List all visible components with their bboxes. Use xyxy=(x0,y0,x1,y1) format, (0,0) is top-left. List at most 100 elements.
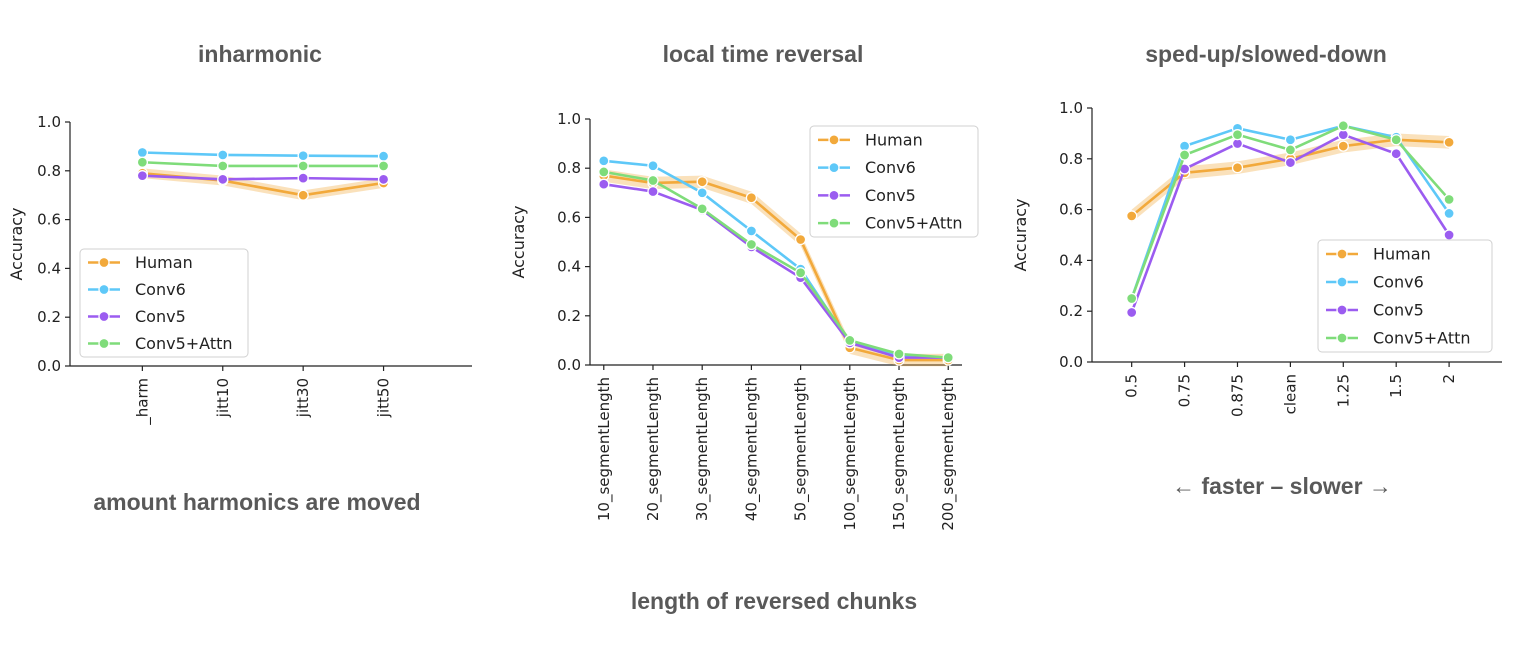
legend-label-conv6: Conv6 xyxy=(1373,273,1424,292)
legend-swatch-marker-conv5 xyxy=(98,310,110,323)
chart-panel-2: local time reversal length of reversed ch… xyxy=(509,41,979,614)
data-point-conv5-attn xyxy=(1443,193,1455,206)
chart-panel-3: sped-up/slowed-down ← faster – slower → 0.… xyxy=(1011,41,1502,499)
legend-swatch-marker-conv5 xyxy=(828,189,840,202)
data-point-conv5 xyxy=(136,170,149,182)
data-point-conv5-attn xyxy=(377,160,390,172)
y-tick-label: 0.8 xyxy=(1059,150,1083,168)
chart-title: sped-up/slowed-down xyxy=(1145,41,1387,67)
data-point-conv5-attn xyxy=(598,166,610,178)
data-point-conv5-attn xyxy=(1284,144,1297,156)
x-axis-description: amount harmonics are moved xyxy=(93,489,420,515)
x-tick-label: jitt10 xyxy=(214,378,232,418)
data-point-conv5 xyxy=(647,185,659,198)
legend-swatch-marker-conv6 xyxy=(828,161,840,174)
data-point-conv5-attn xyxy=(1231,129,1244,141)
x-tick-label: 40_segmentLength xyxy=(742,377,761,521)
x-tick-label: clean xyxy=(1281,374,1299,414)
x-tick-label: 0.5 xyxy=(1123,374,1141,398)
x-tick-label: 1.5 xyxy=(1387,374,1405,398)
x-tick-label: _harm xyxy=(133,378,152,426)
series-line-conv5-attn xyxy=(603,170,949,359)
data-point-human xyxy=(1126,210,1138,222)
legend-label-conv5: Conv5 xyxy=(135,307,186,326)
legend-label-conv6: Conv6 xyxy=(865,158,916,177)
y-tick-label: 0.2 xyxy=(557,307,581,325)
x-tick-label: 200_segmentLength xyxy=(939,377,958,531)
y-tick-label: 1.0 xyxy=(1059,99,1083,117)
legend-box xyxy=(809,125,979,238)
series-line-conv6 xyxy=(142,151,384,158)
legend-label-human: Human xyxy=(135,253,193,272)
x-tick-label: jitt50 xyxy=(375,378,393,418)
x-tick-label: 0.75 xyxy=(1176,374,1194,407)
data-point-conv6 xyxy=(136,146,149,159)
y-axis-label: Accuracy xyxy=(509,205,528,278)
y-tick-label: 0.6 xyxy=(557,208,581,226)
y-axis-label: Accuracy xyxy=(7,207,26,280)
legend-label-human: Human xyxy=(1373,245,1431,264)
x-tick-label: 2 xyxy=(1440,374,1458,384)
data-point-conv5-attn xyxy=(1126,292,1138,305)
series-line-conv5 xyxy=(603,182,949,359)
y-tick-label: 0.4 xyxy=(1059,251,1083,269)
series-line-human xyxy=(603,174,949,362)
legend-swatch-marker-human xyxy=(828,134,840,146)
x-tick-label: 10_segmentLength xyxy=(595,377,614,521)
data-point-conv6 xyxy=(297,150,309,162)
data-point-conv6 xyxy=(1284,134,1297,146)
x-tick-label: 30_segmentLength xyxy=(693,377,712,521)
data-point-conv5-attn xyxy=(893,348,905,360)
y-tick-label: 1.0 xyxy=(37,113,61,131)
data-point-conv5-attn xyxy=(844,334,856,347)
data-point-conv6 xyxy=(217,149,229,161)
legend: Human Conv6 Conv5 Conv5+Attn xyxy=(809,125,979,238)
y-tick-label: 0.2 xyxy=(1059,302,1083,320)
data-point-conv5-attn xyxy=(136,156,149,168)
y-tick-label: 0.6 xyxy=(37,211,61,229)
y-tick-label: 0.0 xyxy=(557,356,581,374)
legend-label-conv6: Conv6 xyxy=(135,280,186,299)
x-tick-label: 0.875 xyxy=(1228,374,1246,417)
x-tick-label: 150_segmentLength xyxy=(890,377,909,531)
data-point-human xyxy=(696,176,708,188)
series-line-conv6 xyxy=(603,159,949,359)
legend-swatch-marker-human xyxy=(98,256,110,269)
data-point-human xyxy=(794,233,807,246)
y-tick-label: 0.4 xyxy=(37,259,61,277)
x-tick-label: jitt30 xyxy=(294,378,312,418)
y-tick-label: 0.6 xyxy=(1059,201,1083,219)
y-tick-label: 0.8 xyxy=(37,162,61,180)
y-axis-label: Accuracy xyxy=(1011,198,1030,271)
data-point-conv5-attn xyxy=(745,238,758,251)
data-point-conv6 xyxy=(696,187,708,199)
data-point-conv5-attn xyxy=(647,174,659,187)
chart-panel-1: inharmonic amount harmonics are moved 0.0 0… xyxy=(7,41,472,515)
y-tick-label: 0.2 xyxy=(37,308,61,326)
chart-title: local time reversal xyxy=(663,41,864,67)
y-tick-label: 1.0 xyxy=(557,110,581,128)
legend-label-human: Human xyxy=(865,130,923,149)
data-point-conv5 xyxy=(598,178,610,190)
chart-title: inharmonic xyxy=(198,41,322,67)
data-point-conv6 xyxy=(647,160,659,172)
data-point-conv5-attn xyxy=(942,351,954,364)
x-axis-description: length of reversed chunks xyxy=(631,588,917,614)
data-point-conv5 xyxy=(1443,229,1455,241)
data-point-conv5 xyxy=(1284,156,1297,169)
x-tick-label: 1.25 xyxy=(1334,374,1352,407)
data-point-conv5-attn xyxy=(217,160,229,172)
legend-label-conv5-attn: Conv5+Attn xyxy=(1373,329,1471,348)
legend-swatch-marker-human xyxy=(1336,248,1348,260)
legend-swatch-marker-conv5-attn xyxy=(1336,332,1348,344)
series-line-conv5-attn xyxy=(142,160,384,168)
y-tick-label: 0.4 xyxy=(557,258,581,276)
data-point-conv6 xyxy=(1443,207,1455,220)
data-point-conv6 xyxy=(377,150,390,162)
data-point-conv5 xyxy=(297,172,309,184)
series-line-conv5 xyxy=(142,174,384,181)
data-point-conv5-attn xyxy=(794,267,807,279)
legend-label-conv5-attn: Conv5+Attn xyxy=(865,214,963,233)
x-tick-label: 50_segmentLength xyxy=(792,377,811,521)
